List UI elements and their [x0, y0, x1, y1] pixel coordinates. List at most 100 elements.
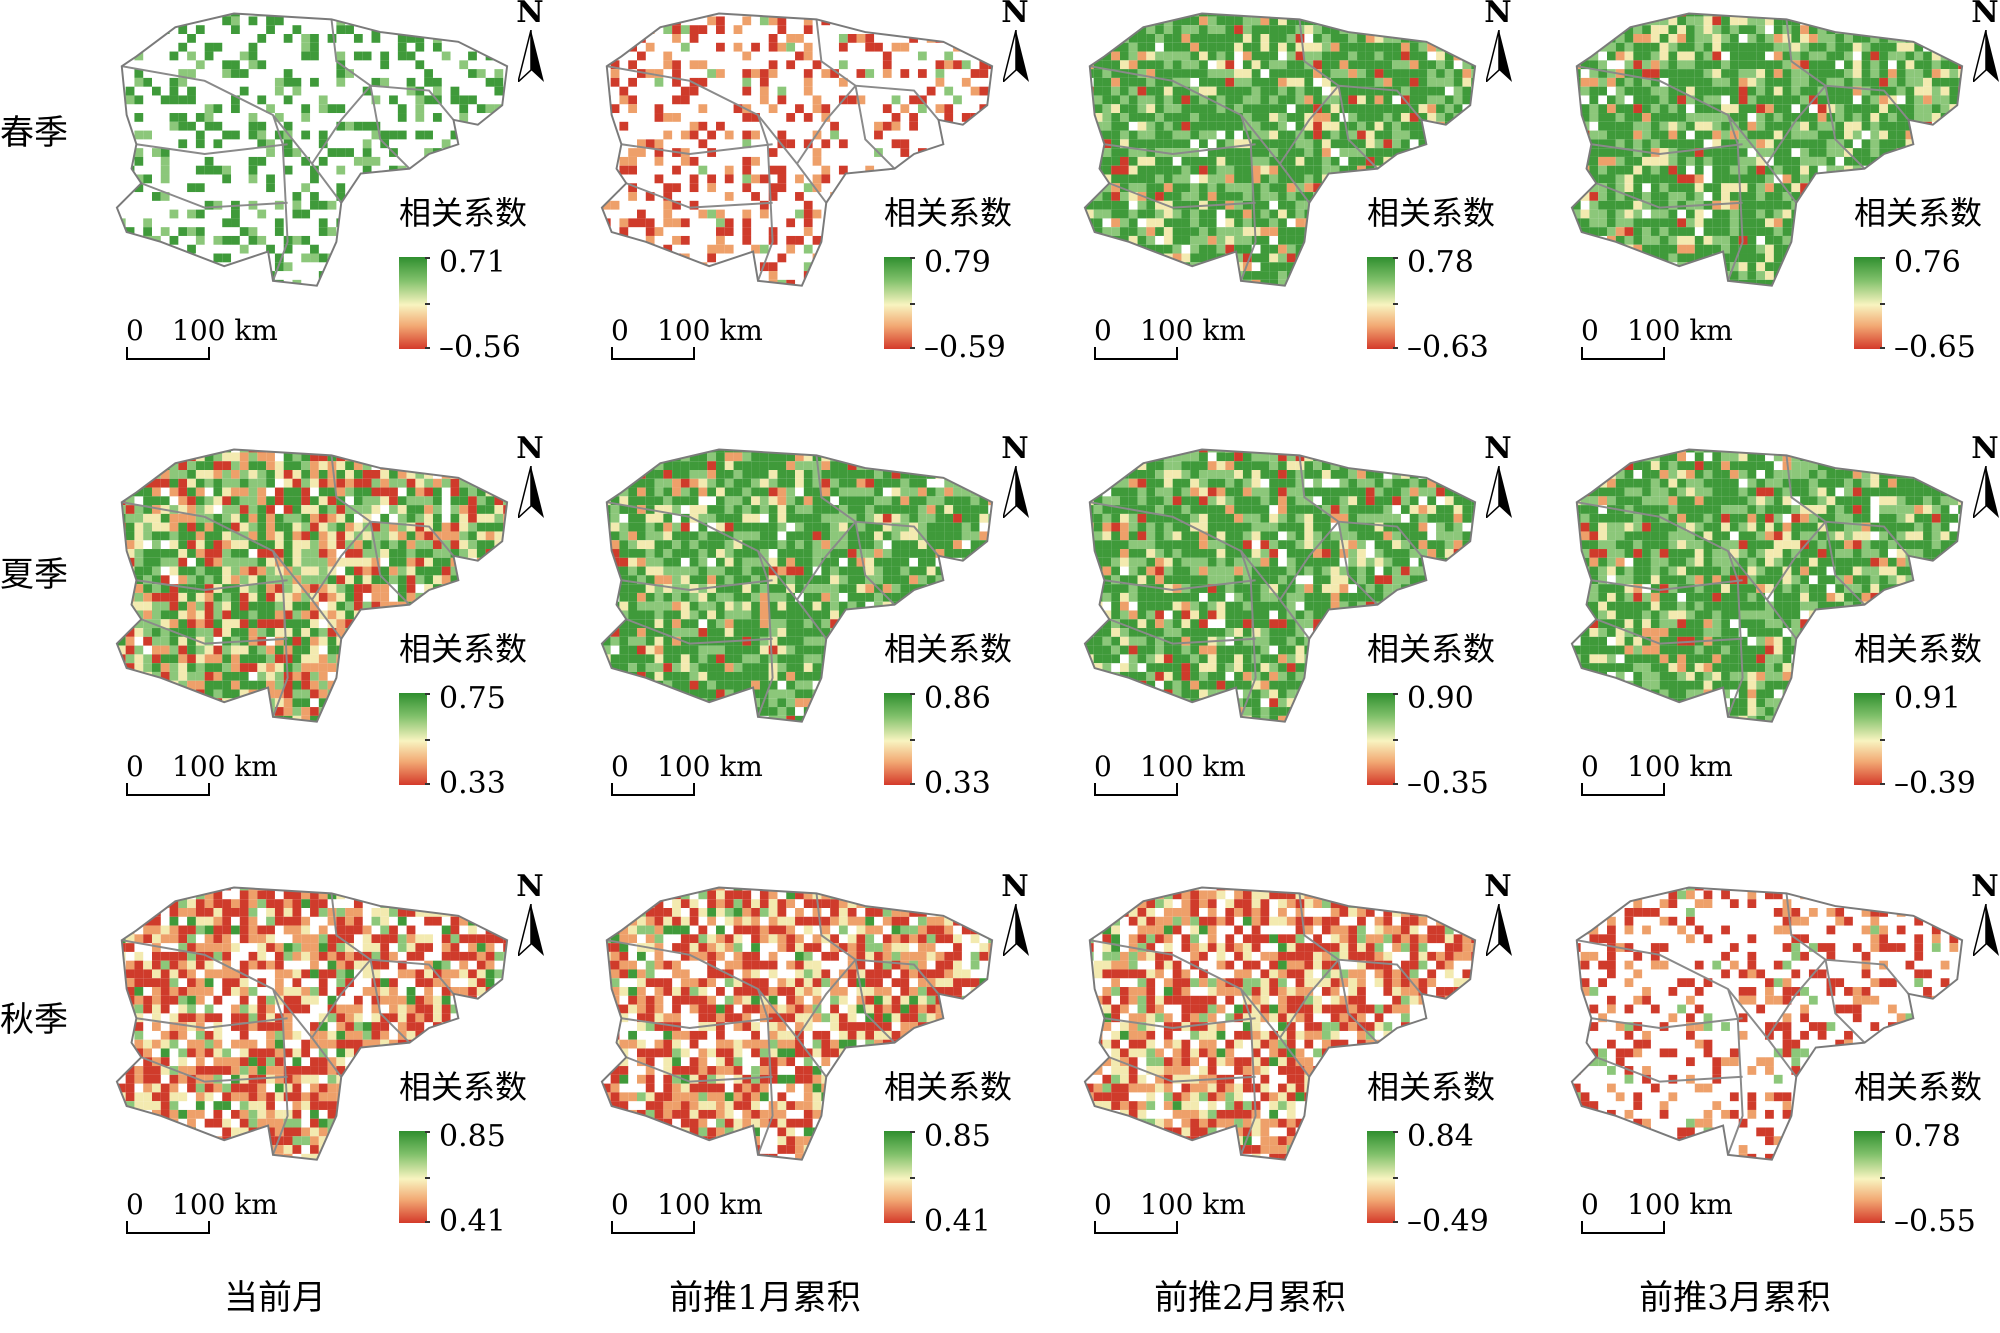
district-border — [121, 939, 313, 1039]
legend-max-value: 0.71 — [439, 245, 506, 280]
district-border — [1595, 618, 1743, 645]
district-border — [796, 599, 828, 640]
legend-tick — [1880, 783, 1885, 785]
legend-tick — [425, 1221, 430, 1223]
map-panel: N 相关系数 0.84 –0.49 0 100 km — [1080, 872, 1560, 1248]
region-outline — [1570, 886, 1964, 1161]
legend-max-value: 0.90 — [1407, 681, 1474, 716]
region-outline — [1083, 12, 1477, 287]
district-border — [796, 521, 857, 601]
scale-distance-label: 100 km — [1140, 314, 1246, 347]
legend-tick — [425, 257, 430, 259]
scale-bar — [611, 1221, 695, 1234]
north-arrow-icon — [1003, 904, 1029, 956]
legend-tick — [1393, 347, 1398, 349]
correlation-map — [1083, 12, 1477, 287]
map-panel: N 相关系数 0.79 –0.59 0 100 km — [597, 0, 1077, 374]
scale-bar — [126, 783, 210, 796]
column-label-lag-1: 前推1月累积 — [669, 1278, 861, 1318]
row-label-spring: 春季 — [0, 113, 68, 153]
district-border — [1766, 959, 1827, 1039]
legend-min-value: –0.63 — [1407, 330, 1489, 365]
scale-distance-label: 100 km — [172, 314, 278, 347]
correlation-map — [1570, 12, 1964, 287]
legend-color-bar — [884, 257, 912, 349]
legend-title: 相关系数 — [1854, 194, 1983, 232]
legend-max-value: 0.75 — [439, 681, 506, 716]
legend-tick — [1880, 1177, 1885, 1179]
north-arrow-icon — [1486, 30, 1512, 82]
legend-tick — [1393, 739, 1398, 741]
district-border — [311, 521, 372, 601]
legend-color-bar — [1854, 1131, 1882, 1223]
district-border — [796, 163, 828, 204]
north-arrow: N — [1482, 872, 1514, 958]
legend-tick — [1880, 739, 1885, 741]
legend-max-value: 0.85 — [924, 1119, 991, 1154]
north-arrow: N — [1969, 872, 2000, 958]
district-border — [1337, 959, 1379, 1044]
district-border — [1279, 521, 1340, 601]
north-arrow: N — [514, 434, 546, 520]
legend-tick — [1393, 1177, 1398, 1179]
column-label-current-month: 当前月 — [224, 1278, 326, 1318]
region-outline — [115, 886, 509, 1161]
scale-zero-label: 0 — [1094, 314, 1112, 347]
district-border — [311, 599, 343, 640]
legend-max-value: 0.78 — [1407, 245, 1474, 280]
district-border — [136, 143, 288, 155]
north-label: N — [1484, 431, 1512, 466]
district-border — [1576, 501, 1768, 601]
legend-tick — [425, 347, 430, 349]
district-border — [1337, 521, 1379, 606]
north-arrow-icon — [1486, 904, 1512, 956]
scale-bar — [611, 347, 695, 360]
north-label: N — [516, 869, 544, 904]
legend-tick — [1393, 1131, 1398, 1133]
district-border — [854, 85, 896, 170]
row-label-autumn: 秋季 — [0, 1000, 68, 1040]
scale-distance-label: 100 km — [657, 750, 763, 783]
north-label: N — [1001, 869, 1029, 904]
district-border — [272, 114, 289, 282]
legend-max-value: 0.86 — [924, 681, 991, 716]
region-outline — [600, 12, 994, 287]
district-border — [757, 114, 774, 282]
north-arrow: N — [999, 0, 1031, 84]
scale-distance-label: 100 km — [1627, 750, 1733, 783]
district-border — [1595, 182, 1743, 209]
district-border — [1108, 618, 1256, 645]
district-border — [1576, 65, 1768, 165]
north-arrow: N — [999, 434, 1031, 520]
district-border — [369, 959, 411, 1044]
region-outline — [1570, 448, 1964, 723]
district-border — [1089, 501, 1281, 601]
district-border — [1279, 85, 1340, 165]
legend-color-bar — [1854, 257, 1882, 349]
legend-tick — [910, 303, 915, 305]
scale-distance-label: 100 km — [172, 1188, 278, 1221]
north-label: N — [1971, 869, 1999, 904]
legend-tick — [910, 1131, 915, 1133]
north-arrow-icon — [1973, 30, 1999, 82]
district-border — [1766, 599, 1798, 640]
legend-title: 相关系数 — [1367, 630, 1496, 668]
district-border — [606, 65, 798, 165]
district-border — [1766, 85, 1827, 165]
scale-zero-label: 0 — [611, 750, 629, 783]
district-border — [757, 988, 774, 1156]
district-border — [796, 85, 857, 165]
region-outline — [600, 448, 994, 723]
district-border — [796, 1037, 828, 1078]
north-arrow: N — [1969, 0, 2000, 84]
legend-tick — [1393, 303, 1398, 305]
region-outline — [115, 12, 509, 287]
north-arrow: N — [1482, 0, 1514, 84]
legend-title: 相关系数 — [1854, 1068, 1983, 1106]
north-arrow-icon — [1973, 904, 1999, 956]
legend-tick — [910, 739, 915, 741]
legend-title: 相关系数 — [399, 630, 528, 668]
scale-bar — [1094, 347, 1178, 360]
region-outline — [115, 448, 509, 723]
legend-min-value: 0.41 — [924, 1204, 991, 1239]
